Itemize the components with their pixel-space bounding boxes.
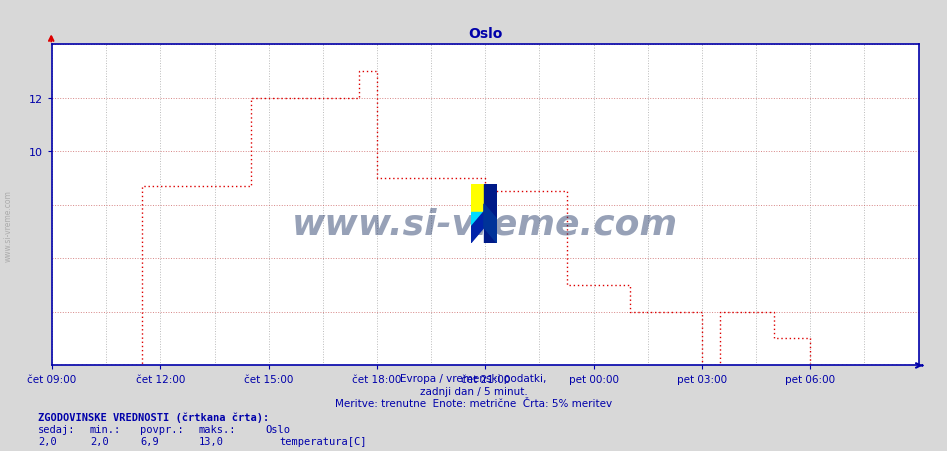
Text: 2,0: 2,0 bbox=[38, 436, 57, 446]
Text: www.si-vreme.com: www.si-vreme.com bbox=[4, 189, 13, 262]
Polygon shape bbox=[471, 185, 484, 212]
Bar bbox=[484, 185, 497, 244]
Text: temperatura[C]: temperatura[C] bbox=[279, 436, 366, 446]
Text: ZGODOVINSKE VREDNOSTI (črtkana črta):: ZGODOVINSKE VREDNOSTI (črtkana črta): bbox=[38, 412, 269, 422]
Text: 6,9: 6,9 bbox=[140, 436, 159, 446]
Text: Meritve: trenutne  Enote: metrične  Črta: 5% meritev: Meritve: trenutne Enote: metrične Črta: … bbox=[335, 398, 612, 408]
Text: www.si-vreme.com: www.si-vreme.com bbox=[293, 207, 678, 241]
Text: 13,0: 13,0 bbox=[199, 436, 223, 446]
Title: Oslo: Oslo bbox=[468, 27, 503, 41]
Text: sedaj:: sedaj: bbox=[38, 423, 76, 433]
Text: maks.:: maks.: bbox=[199, 423, 237, 433]
Text: Evropa / vremenski podatki,: Evropa / vremenski podatki, bbox=[401, 373, 546, 383]
Polygon shape bbox=[471, 212, 484, 244]
Polygon shape bbox=[471, 212, 484, 228]
Polygon shape bbox=[484, 204, 497, 244]
Text: 2,0: 2,0 bbox=[90, 436, 109, 446]
Text: povpr.:: povpr.: bbox=[140, 423, 184, 433]
Text: zadnji dan / 5 minut.: zadnji dan / 5 minut. bbox=[420, 386, 527, 396]
Text: Oslo: Oslo bbox=[265, 423, 290, 433]
Text: min.:: min.: bbox=[90, 423, 121, 433]
